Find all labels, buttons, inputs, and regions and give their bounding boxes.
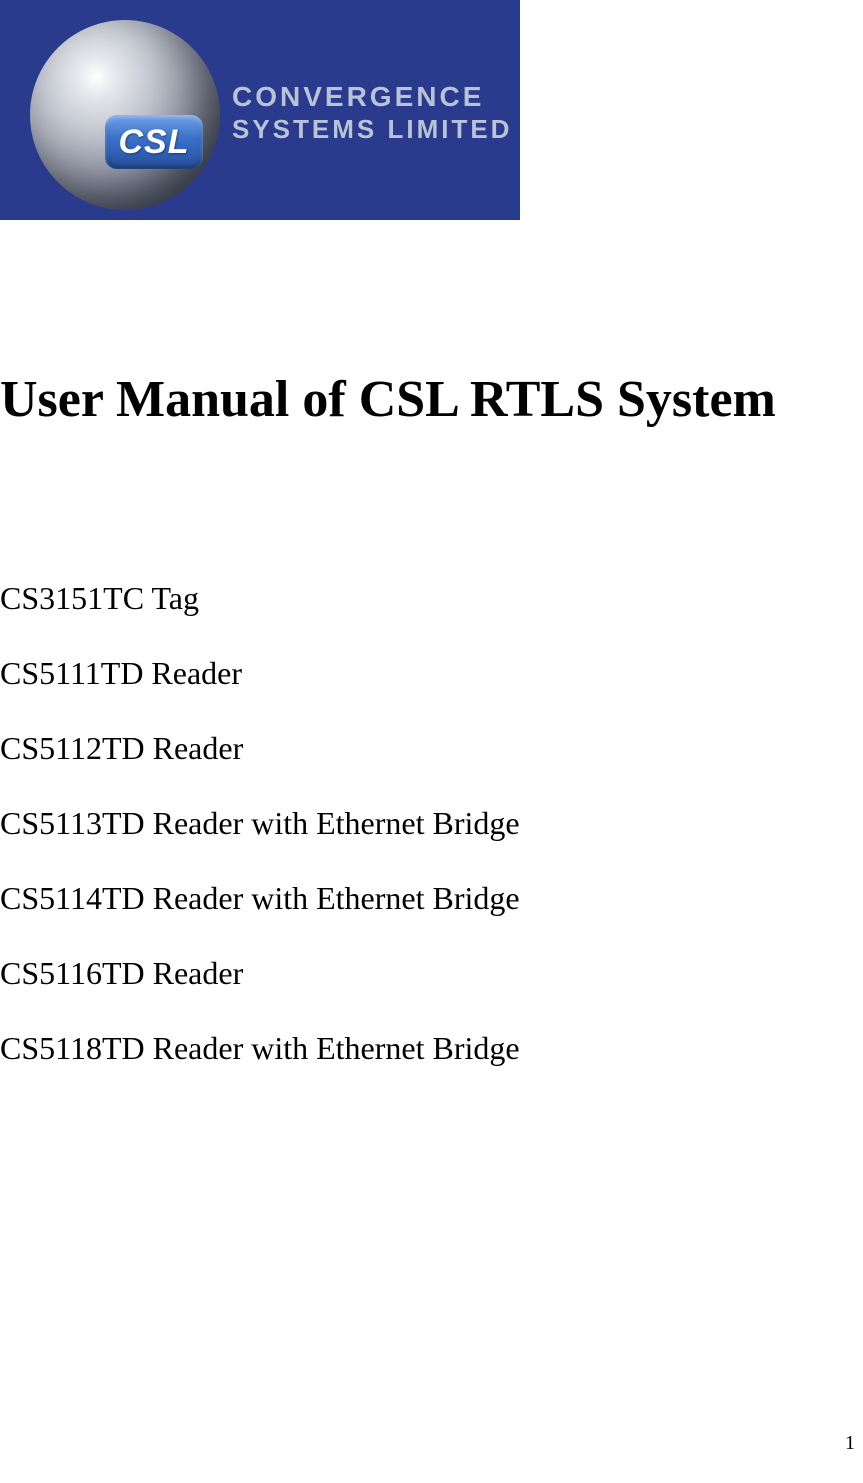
company-name: CONVERGENCE SYSTEMS LIMITED	[232, 80, 512, 145]
product-item: CS5118TD Reader with Ethernet Bridge	[0, 1030, 520, 1067]
product-item: CS5112TD Reader	[0, 730, 520, 767]
document-page: CSL CONVERGENCE SYSTEMS LIMITED User Man…	[0, 0, 863, 1483]
company-line2: SYSTEMS LIMITED	[232, 114, 512, 145]
document-title: User Manual of CSL RTLS System	[0, 370, 776, 429]
product-list: CS3151TC Tag CS5111TD Reader CS5112TD Re…	[0, 580, 520, 1105]
logo-sphere: CSL	[30, 20, 220, 210]
product-item: CS3151TC Tag	[0, 580, 520, 617]
csl-badge: CSL	[105, 115, 203, 169]
csl-badge-text: CSL	[119, 123, 190, 162]
product-item: CS5113TD Reader with Ethernet Bridge	[0, 805, 520, 842]
product-item: CS5116TD Reader	[0, 955, 520, 992]
logo-banner: CSL CONVERGENCE SYSTEMS LIMITED	[0, 0, 520, 220]
product-item: CS5114TD Reader with Ethernet Bridge	[0, 880, 520, 917]
company-line1: CONVERGENCE	[232, 80, 512, 114]
product-item: CS5111TD Reader	[0, 655, 520, 692]
page-number: 1	[845, 1432, 855, 1455]
